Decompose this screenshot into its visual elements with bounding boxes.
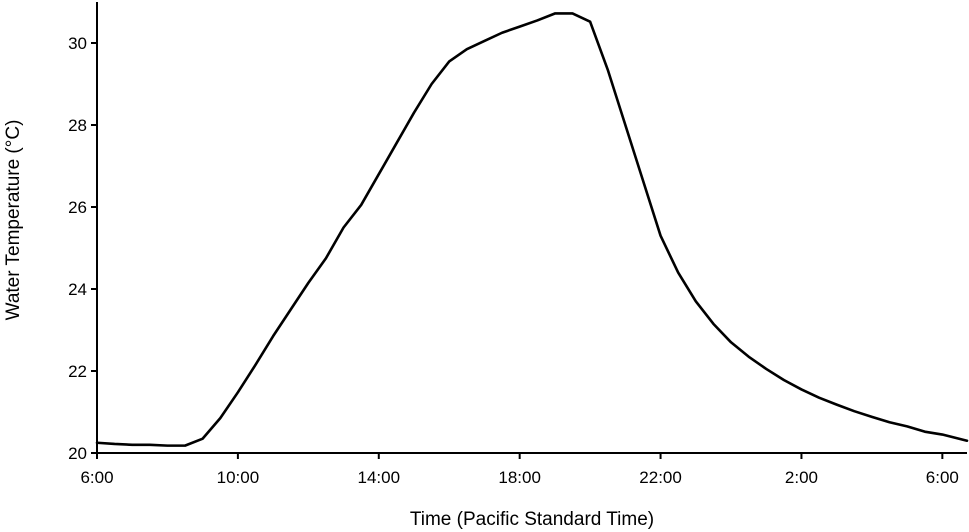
y-tick-label: 30 (68, 34, 87, 53)
y-tick-label: 28 (68, 116, 87, 135)
x-tick-label: 10:00 (217, 468, 260, 487)
x-tick-label: 22:00 (639, 468, 682, 487)
x-tick-label: 6:00 (926, 468, 959, 487)
y-tick-label: 24 (68, 280, 87, 299)
x-axis-title: Time (Pacific Standard Time) (410, 509, 654, 530)
x-tick-label: 18:00 (498, 468, 541, 487)
tick-layer: 20 22 24 26 28 30 6:00 10:00 14:00 18:00 22:00 2:00… (68, 34, 959, 487)
water-temperature-series-line (95, 12, 969, 447)
y-tick-label: 26 (68, 198, 87, 217)
x-tick-label: 2:00 (785, 468, 818, 487)
x-tick-label: 6:00 (80, 468, 113, 487)
x-tick-label: 14:00 (358, 468, 401, 487)
y-tick-label: 20 (68, 444, 87, 463)
y-axis-title: Water Temperature (°C) (3, 120, 24, 321)
y-tick-label: 22 (68, 362, 87, 381)
